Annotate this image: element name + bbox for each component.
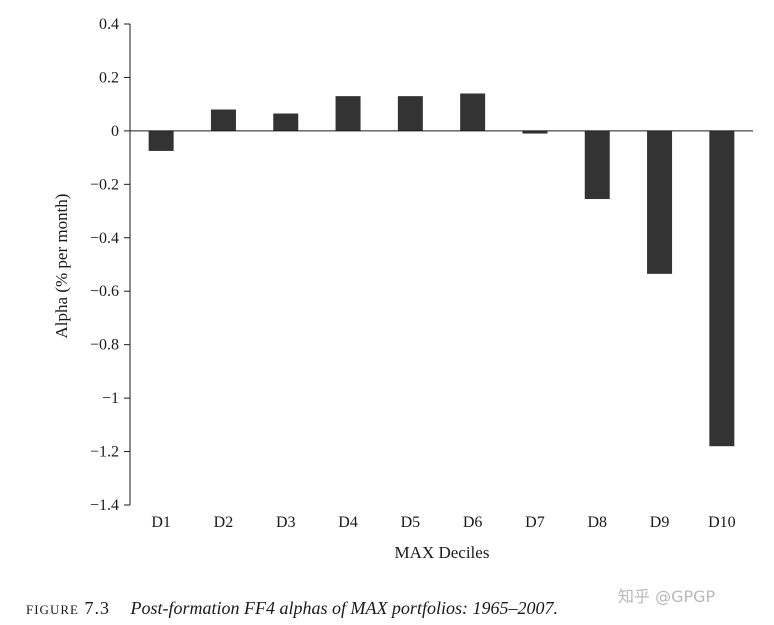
y-axis-title: Alpha (% per month) [52,194,71,339]
y-tick-label: −1.2 [90,444,119,461]
bar-d3 [273,113,299,131]
bar-d10 [709,130,735,447]
y-tick-label: 0 [111,123,119,140]
x-tick-label: D9 [650,514,670,531]
y-tick-label: −0.2 [90,176,119,193]
y-tick-label: −0.6 [90,283,119,300]
y-axis: 0.4 0.2 0 −0.2 −0.4 −0.6 −0.8 −1 −1.2 −1.4 [90,16,131,514]
bars [148,93,735,447]
figure-caption-text: Post-formation FF4 alphas of MAX portfol… [130,598,558,618]
watermark: 知乎 @GPGP [618,587,716,606]
x-tick-label: D2 [214,514,234,531]
bar-d5 [397,96,423,131]
bar-d7 [522,130,548,134]
x-tick-label: D6 [463,514,483,531]
figure-label: figure 7.3 [26,598,110,618]
x-axis-title: MAX Deciles [395,543,490,562]
x-axis: D1 D2 D3 D4 D5 D6 D7 D8 D9 D10 [130,130,753,531]
figure-caption: figure 7.3 Post-formation FF4 alphas of … [26,598,558,619]
y-tick-label: −1 [102,390,119,407]
bar-d1 [148,130,174,151]
x-tick-label: D7 [525,514,545,531]
bar-d9 [647,130,673,274]
bar-d4 [335,96,361,131]
x-tick-label: D10 [708,514,736,531]
y-tick-label: 0.2 [99,69,119,86]
bar-chart: 0.4 0.2 0 −0.2 −0.4 −0.6 −0.8 −1 −1.2 −1.4 D1 D2 D3… [52,16,753,562]
bar-d8 [584,130,610,200]
y-tick-label: −0.4 [90,230,119,247]
y-tick-label: −0.8 [90,337,119,354]
y-tick-label: 0.4 [99,16,119,33]
x-tick-label: D8 [587,514,607,531]
x-tick-label: D4 [338,514,358,531]
bar-d2 [210,109,236,131]
bar-d6 [460,93,486,131]
x-tick-label: D5 [401,514,421,531]
y-tick-label: −1.4 [90,497,119,514]
x-tick-label: D3 [276,514,296,531]
x-tick-label: D1 [151,514,171,531]
